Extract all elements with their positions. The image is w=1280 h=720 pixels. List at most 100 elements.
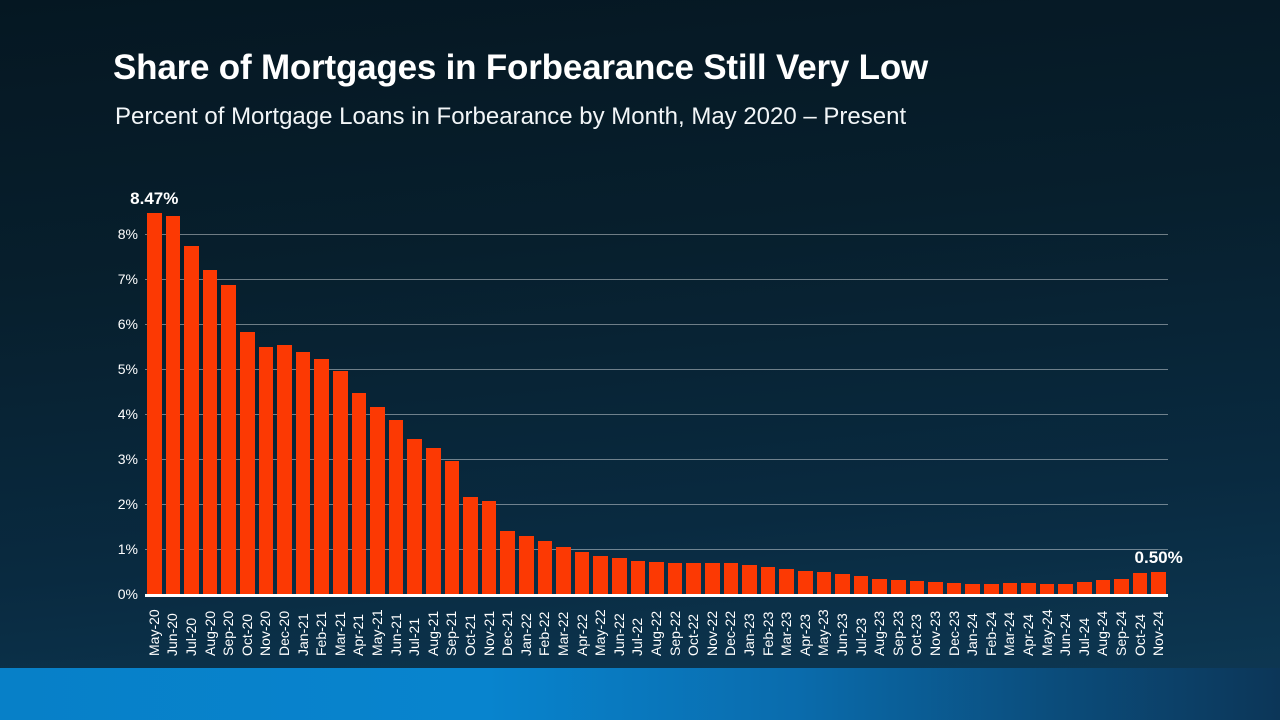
bar [556,546,571,594]
x-axis-label: Nov-22 [703,610,720,656]
bar [277,345,292,594]
bar [965,584,980,594]
x-axis-label: Mar-24 [1001,611,1018,656]
y-axis-label: 3% [117,451,138,467]
x-axis-label: Apr-22 [573,613,590,656]
bar [742,565,757,594]
bar [705,562,720,594]
gridline [145,369,1168,370]
x-axis-label: Feb-23 [759,611,776,656]
gridline [145,279,1168,280]
bar [723,562,739,594]
x-axis-label: Mar-22 [554,611,571,656]
bar [258,347,274,594]
y-axis-label: 1% [117,541,138,557]
x-axis-label: Jan-23 [740,613,757,656]
y-axis-label: 4% [117,406,138,422]
x-axis-label: Jun-22 [610,613,627,656]
x-axis-label: May-22 [592,609,609,656]
gridline [145,459,1168,460]
bar [1058,583,1073,594]
data-label: 0.50% [1134,547,1183,567]
x-axis-label: Sep-22 [666,610,683,656]
x-axis-label: Aug-21 [424,610,441,656]
bar [816,571,832,594]
x-axis-label: May-20 [145,609,162,656]
data-label: 8.47% [130,188,179,208]
bar [537,540,553,594]
x-axis-label: May-23 [815,609,832,656]
bar [295,351,311,594]
gridline [145,549,1168,550]
x-axis-label: Jul-24 [1075,617,1092,656]
y-axis-label: 6% [117,316,138,332]
bar [147,212,162,594]
bar [388,419,404,594]
bar [686,562,701,594]
bar [519,535,534,594]
gridline [145,414,1168,415]
x-axis-label: Aug-20 [201,610,218,656]
chart-subtitle: Percent of Mortgage Loans in Forbearance… [115,103,907,130]
bar [667,562,683,594]
bar [351,392,367,594]
bar [1132,572,1148,594]
bar [574,551,590,594]
x-axis-label: Nov-20 [257,610,274,656]
y-axis-label: 7% [117,271,138,287]
x-axis-label: Sep-20 [220,610,237,656]
bar [593,555,608,594]
bar [779,569,794,594]
bar [221,284,236,594]
x-axis-label: Jun-21 [387,613,404,656]
gridline [145,324,1168,325]
bar [649,561,664,594]
bar [240,331,255,594]
x-axis-label: Apr-24 [1019,613,1036,656]
x-axis-label: Jan-22 [517,613,534,656]
gridline [145,504,1168,505]
bar [1039,583,1055,594]
bar [798,571,813,594]
bar [891,580,906,594]
bar [184,245,199,594]
y-axis-label: 8% [117,226,138,242]
x-axis-label: Jun-23 [833,613,850,656]
x-axis-label: Jul-21 [406,617,423,656]
bar [1151,571,1166,594]
x-axis-label: Oct-24 [1131,613,1148,656]
x-axis-label: Dec-20 [275,610,292,656]
x-axis-label: Dec-23 [945,610,962,656]
x-axis-label: Feb-22 [536,611,553,656]
bar [314,359,329,594]
bar [760,567,776,594]
bar [202,270,218,594]
x-axis-label: Jan-24 [964,613,981,656]
bar [165,216,181,594]
bar [444,460,460,594]
x-axis-label: Apr-21 [350,613,367,656]
bar [1095,580,1111,594]
x-axis-label: May-21 [368,609,385,656]
bar [928,582,943,594]
x-axis-label: Oct-22 [685,613,702,656]
chart-title: Share of Mortgages in Forbearance Still … [113,48,929,87]
bar [946,583,962,594]
x-axis-label: Jan-21 [294,613,311,656]
x-axis-label: Nov-24 [1150,610,1167,656]
x-axis-label: Dec-22 [722,610,739,656]
bar [463,497,478,594]
bar [835,574,850,594]
x-axis-label: Sep-24 [1112,610,1129,656]
x-axis-label: Nov-23 [926,610,943,656]
x-axis-label: Aug-22 [647,610,664,656]
x-axis-label: Jul-23 [852,617,869,656]
bar [370,406,385,594]
bar [333,370,348,594]
bar [853,576,869,594]
x-axis-label: Mar-21 [331,611,348,656]
bar [1077,581,1092,594]
x-axis-label: Oct-20 [238,613,255,656]
